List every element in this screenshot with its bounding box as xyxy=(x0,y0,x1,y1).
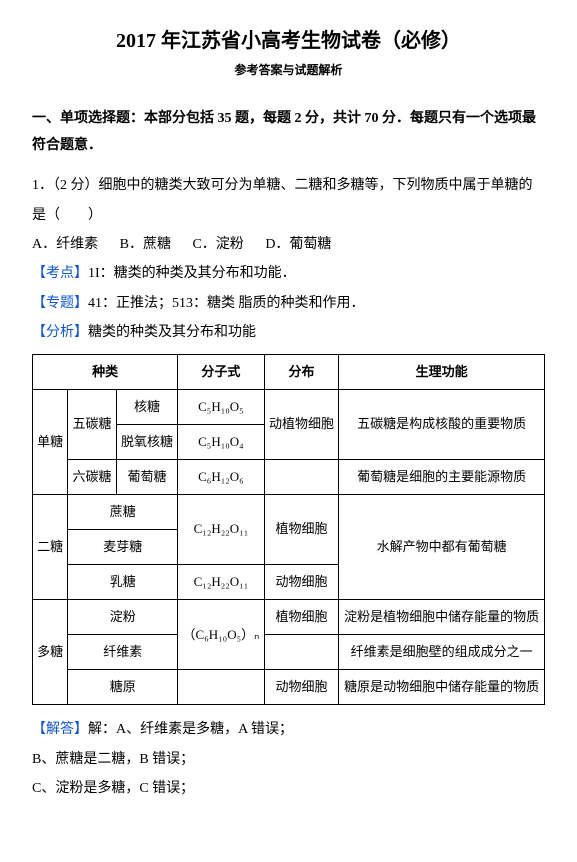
cell-dist-cellulose xyxy=(264,635,339,670)
cell-starch-f: （C₆H₁₀O₅）ₙ xyxy=(178,600,264,670)
kaodian-text: 1I：糖类的种类及其分布和功能． xyxy=(88,266,296,281)
page-title: 2017 年江苏省小高考生物试卷（必修） xyxy=(32,24,545,53)
cell-pent: 五碳糖 xyxy=(68,389,116,459)
cell-func-di: 水解产物中都有葡萄糖 xyxy=(339,494,545,599)
zhuanti-text: 41：正推法；513：糖类 脂质的种类和作用． xyxy=(88,296,365,311)
cell-dist-glycogen: 动物细胞 xyxy=(264,670,339,705)
table-row: 六碳糖 葡萄糖 C₆H₁₂O₆ 葡萄糖是细胞的主要能源物质 xyxy=(33,459,545,494)
cell-hex: 六碳糖 xyxy=(68,459,116,494)
table-row: 二糖 蔗糖 C₁₂H₂₂O₁₁ 植物细胞 水解产物中都有葡萄糖 xyxy=(33,494,545,529)
cell-sucrose: 蔗糖 xyxy=(68,494,178,529)
table-row: 多糖 淀粉 （C₆H₁₀O₅）ₙ 植物细胞 淀粉是植物细胞中储存能量的物质 xyxy=(33,600,545,635)
cell-cellulose: 纤维素 xyxy=(68,635,178,670)
cell-func-glycogen: 糖原是动物细胞中储存能量的物质 xyxy=(339,670,545,705)
cell-dist-lactose: 动物细胞 xyxy=(264,565,339,600)
cell-glucose-f: C₆H₁₂O₆ xyxy=(178,459,264,494)
cell-dist-sucrose: 植物细胞 xyxy=(264,494,339,564)
zhuanti-label: 【专题】 xyxy=(32,296,88,311)
page-subtitle: 参考答案与试题解析 xyxy=(32,61,545,78)
th-kind: 种类 xyxy=(33,354,178,389)
cell-lactose: 乳糖 xyxy=(68,565,178,600)
cell-di: 二糖 xyxy=(33,494,68,599)
zhuanti-line: 【专题】41：正推法；513：糖类 脂质的种类和作用． xyxy=(32,289,545,318)
table-row: 单糖 五碳糖 核糖 C₅H₁₀O₅ 动植物细胞 五碳糖是构成核酸的重要物质 xyxy=(33,389,545,424)
cell-dist-starch: 植物细胞 xyxy=(264,600,339,635)
option-b: B．蔗糖 xyxy=(120,237,171,252)
cell-mono: 单糖 xyxy=(33,389,68,494)
option-d: D．葡萄糖 xyxy=(265,237,331,252)
jieda-a: 解：A、纤维素是多糖，A 错误； xyxy=(88,722,293,737)
fenxi-label: 【分析】 xyxy=(32,325,88,340)
kaodian-label: 【考点】 xyxy=(32,266,88,281)
jieda-label: 【解答】 xyxy=(32,722,88,737)
question-stem: 1．（2 分）细胞中的糖类大致可分为单糖、二糖和多糖等，下列物质中属于单糖的是（… xyxy=(32,171,545,230)
question-options: A．纤维素 B．蔗糖 C．淀粉 D．葡萄糖 xyxy=(32,230,545,259)
cell-ribose: 核糖 xyxy=(116,389,178,424)
jieda-line-a: 【解答】解：A、纤维素是多糖，A 错误； xyxy=(32,715,545,744)
cell-poly: 多糖 xyxy=(33,600,68,705)
table-row: 纤维素 纤维素是细胞壁的组成成分之一 xyxy=(33,635,545,670)
th-func: 生理功能 xyxy=(339,354,545,389)
fenxi-text: 糖类的种类及其分布和功能 xyxy=(88,325,256,340)
cell-dist-pent: 动植物细胞 xyxy=(264,389,339,459)
cell-lactose-f: C₁₂H₂₂O₁₁ xyxy=(178,565,264,600)
cell-func-cellulose: 纤维素是细胞壁的组成成分之一 xyxy=(339,635,545,670)
cell-ribose-f: C₅H₁₀O₅ xyxy=(178,389,264,424)
cell-func-starch: 淀粉是植物细胞中储存能量的物质 xyxy=(339,600,545,635)
table-header-row: 种类 分子式 分布 生理功能 xyxy=(33,354,545,389)
cell-glucose: 葡萄糖 xyxy=(116,459,178,494)
table-row: 糖原 动物细胞 糖原是动物细胞中储存能量的物质 xyxy=(33,670,545,705)
cell-func-glu: 葡萄糖是细胞的主要能源物质 xyxy=(339,459,545,494)
cell-sucrose-f: C₁₂H₂₂O₁₁ xyxy=(178,494,264,564)
jieda-line-c: C、淀粉是多糖，C 错误； xyxy=(32,774,545,803)
cell-deoxy-f: C₅H₁₀O₄ xyxy=(178,424,264,459)
jieda-line-b: B、蔗糖是二糖，B 错误； xyxy=(32,745,545,774)
cell-dist-hex xyxy=(264,459,339,494)
th-formula: 分子式 xyxy=(178,354,264,389)
cell-maltose: 麦芽糖 xyxy=(68,530,178,565)
cell-starch: 淀粉 xyxy=(68,600,178,635)
sugar-table: 种类 分子式 分布 生理功能 单糖 五碳糖 核糖 C₅H₁₀O₅ 动植物细胞 五… xyxy=(32,354,545,706)
section-heading: 一、单项选择题：本部分包括 35 题，每题 2 分，共计 70 分．每题只有一个… xyxy=(32,106,545,159)
option-c: C．淀粉 xyxy=(192,237,243,252)
th-dist: 分布 xyxy=(264,354,339,389)
cell-func-pent: 五碳糖是构成核酸的重要物质 xyxy=(339,389,545,459)
kaodian-line: 【考点】1I：糖类的种类及其分布和功能． xyxy=(32,259,545,288)
cell-glycogen: 糖原 xyxy=(68,670,178,705)
cell-glycogen-f xyxy=(178,670,264,705)
option-a: A．纤维素 xyxy=(32,237,98,252)
cell-deoxy: 脱氧核糖 xyxy=(116,424,178,459)
fenxi-line: 【分析】糖类的种类及其分布和功能 xyxy=(32,318,545,347)
